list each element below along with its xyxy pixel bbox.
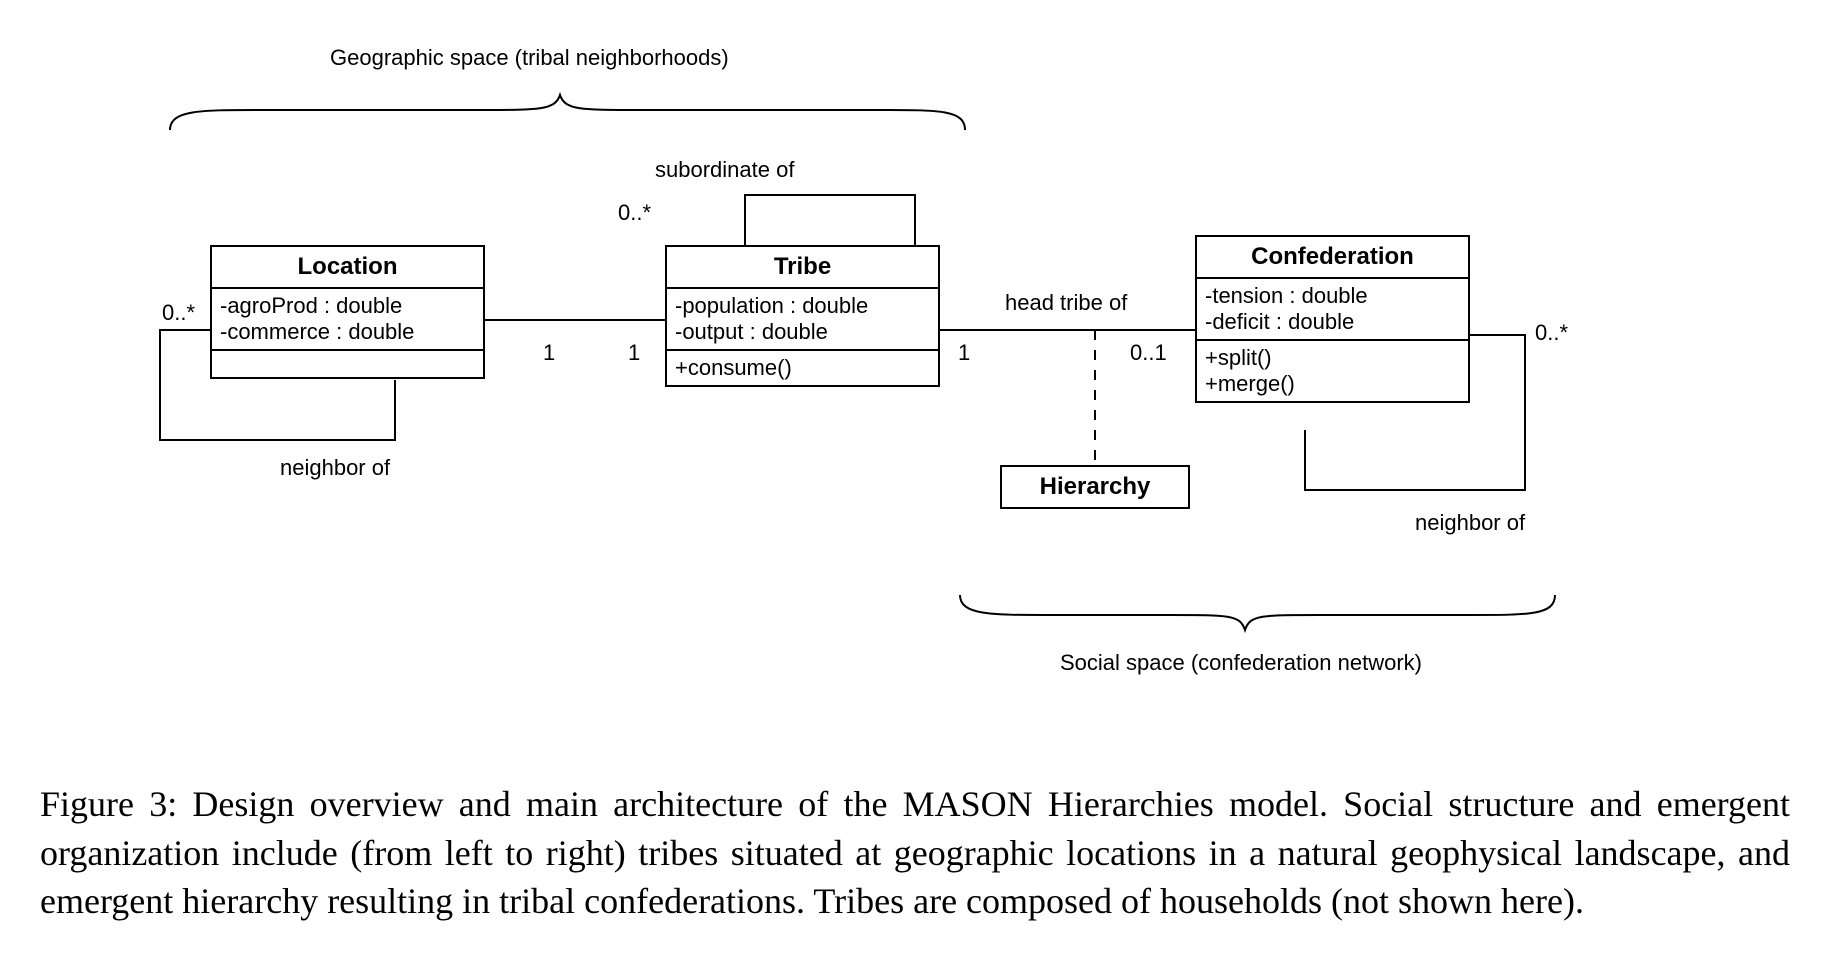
class-title: Location <box>212 247 483 289</box>
attr: -output : double <box>675 319 930 345</box>
op: +merge() <box>1205 371 1460 397</box>
class-hierarchy: Hierarchy <box>1000 465 1190 509</box>
page: Location -agroProd : double -commerce : … <box>0 0 1831 973</box>
label-neighbor-of-left: neighbor of <box>280 455 390 481</box>
attr: -tension : double <box>1205 283 1460 309</box>
self-assoc-tribe <box>745 195 915 245</box>
mult: 0..* <box>1535 320 1568 346</box>
op: +consume() <box>675 355 930 381</box>
class-ops <box>212 351 483 377</box>
mult: 0..* <box>162 300 195 326</box>
class-confederation: Confederation -tension : double -deficit… <box>1195 235 1470 403</box>
brace-bottom <box>960 595 1555 630</box>
label-social-space: Social space (confederation network) <box>1060 650 1422 676</box>
brace-top <box>170 95 965 130</box>
class-ops: +split() +merge() <box>1197 341 1468 401</box>
class-ops: +consume() <box>667 351 938 385</box>
caption-prefix: Figure 3: <box>40 784 192 824</box>
class-attrs: -agroProd : double -commerce : double <box>212 289 483 351</box>
class-tribe: Tribe -population : double -output : dou… <box>665 245 940 387</box>
attr: -commerce : double <box>220 319 475 345</box>
figure-caption: Figure 3: Design overview and main archi… <box>40 780 1790 926</box>
attr: -population : double <box>675 293 930 319</box>
label-neighbor-of-right: neighbor of <box>1415 510 1525 536</box>
op: +split() <box>1205 345 1460 371</box>
label-head-tribe-of: head tribe of <box>1005 290 1127 316</box>
class-title: Hierarchy <box>1002 467 1188 507</box>
mult: 0..1 <box>1130 340 1167 366</box>
label-subordinate-of: subordinate of <box>655 157 794 183</box>
caption-text: Design overview and main architecture of… <box>40 784 1790 921</box>
label-geo-space: Geographic space (tribal neighborhoods) <box>330 45 729 71</box>
mult: 0..* <box>618 200 651 226</box>
class-title: Tribe <box>667 247 938 289</box>
class-title: Confederation <box>1197 237 1468 279</box>
mult: 1 <box>958 340 970 366</box>
attr: -agroProd : double <box>220 293 475 319</box>
class-location: Location -agroProd : double -commerce : … <box>210 245 485 379</box>
class-attrs: -population : double -output : double <box>667 289 938 351</box>
mult: 1 <box>543 340 555 366</box>
attr: -deficit : double <box>1205 309 1460 335</box>
mult: 1 <box>628 340 640 366</box>
class-attrs: -tension : double -deficit : double <box>1197 279 1468 341</box>
